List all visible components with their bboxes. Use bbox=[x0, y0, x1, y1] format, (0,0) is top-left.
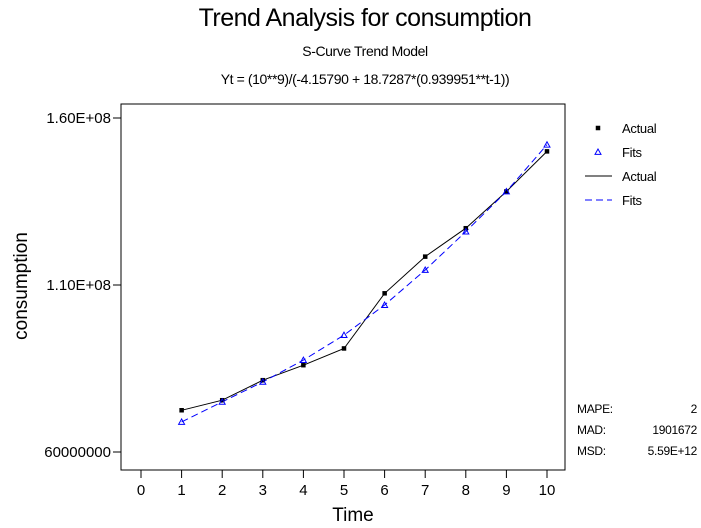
accuracy-value: 1901672 bbox=[652, 423, 697, 437]
legend-label: Actual bbox=[622, 121, 657, 136]
x-tick-label: 2 bbox=[218, 482, 226, 499]
data-point-fits bbox=[258, 377, 267, 385]
data-point-actual bbox=[382, 291, 387, 296]
series-line-fits bbox=[181, 144, 548, 423]
accuracy-label: MAPE: bbox=[577, 402, 613, 416]
plot-frame bbox=[120, 103, 566, 471]
series-line-actual bbox=[181, 151, 548, 411]
accuracy-label: MAD: bbox=[577, 423, 606, 437]
model-equation: Yt = (10**9)/(-4.15790 + 18.7287*(0.9399… bbox=[221, 71, 510, 87]
x-tick-label: 7 bbox=[421, 482, 429, 499]
data-point-actual bbox=[341, 346, 347, 351]
y-axis-label: consumption bbox=[11, 232, 32, 340]
data-point-fits bbox=[177, 417, 186, 425]
x-tick-label: 3 bbox=[259, 482, 267, 499]
legend-label: Fits bbox=[622, 145, 643, 160]
data-point-fits bbox=[340, 331, 348, 338]
accuracy-value: 2 bbox=[691, 402, 698, 416]
accuracy-label: MSD: bbox=[577, 444, 606, 458]
data-point-fits bbox=[380, 301, 389, 308]
data-point-fits bbox=[461, 227, 470, 235]
data-point-actual bbox=[422, 254, 428, 259]
x-tick-label: 1 bbox=[177, 482, 185, 499]
data-point-actual bbox=[301, 362, 306, 368]
chart-subtitle: S-Curve Trend Model bbox=[302, 43, 428, 59]
legend-marker-fits bbox=[594, 147, 602, 155]
legend: Actual Fits Actual Fits bbox=[585, 121, 657, 208]
accuracy-value: 5.59E+12 bbox=[648, 444, 698, 458]
y-tick-label: 1.10E+08 bbox=[46, 277, 111, 294]
series-layer bbox=[177, 140, 551, 425]
x-tick-label: 5 bbox=[340, 482, 348, 499]
x-tick-label: 8 bbox=[462, 482, 470, 499]
data-point-fits bbox=[299, 356, 308, 364]
x-tick-label: 9 bbox=[502, 482, 510, 499]
x-tick-label: 4 bbox=[299, 482, 307, 499]
axes: 0 1 2 3 4 5 6 7 8 9 10 60000000 1.10E+08 1.60E+08 bbox=[44, 110, 555, 499]
chart-title: Trend Analysis for consumption bbox=[199, 4, 532, 32]
accuracy-measures: MAPE: 2 MAD: 1901672 MSD: 5.59E+12 bbox=[577, 402, 698, 458]
legend-label: Fits bbox=[622, 193, 643, 208]
data-point-fits bbox=[421, 265, 430, 273]
x-tick-label: 6 bbox=[380, 482, 388, 499]
x-tick-label: 10 bbox=[539, 482, 556, 499]
data-point-fits bbox=[218, 397, 227, 405]
y-tick-label: 1.60E+08 bbox=[46, 110, 111, 127]
x-axis-label: Time bbox=[332, 505, 374, 526]
data-point-actual bbox=[544, 149, 550, 154]
data-point-actual bbox=[179, 408, 184, 413]
legend-marker-actual bbox=[595, 125, 601, 131]
y-tick-label: 60000000 bbox=[44, 444, 111, 461]
legend-label: Actual bbox=[622, 169, 657, 184]
data-point-fits bbox=[543, 140, 551, 148]
data-point-fits bbox=[502, 187, 511, 195]
x-tick-label: 0 bbox=[137, 482, 145, 499]
